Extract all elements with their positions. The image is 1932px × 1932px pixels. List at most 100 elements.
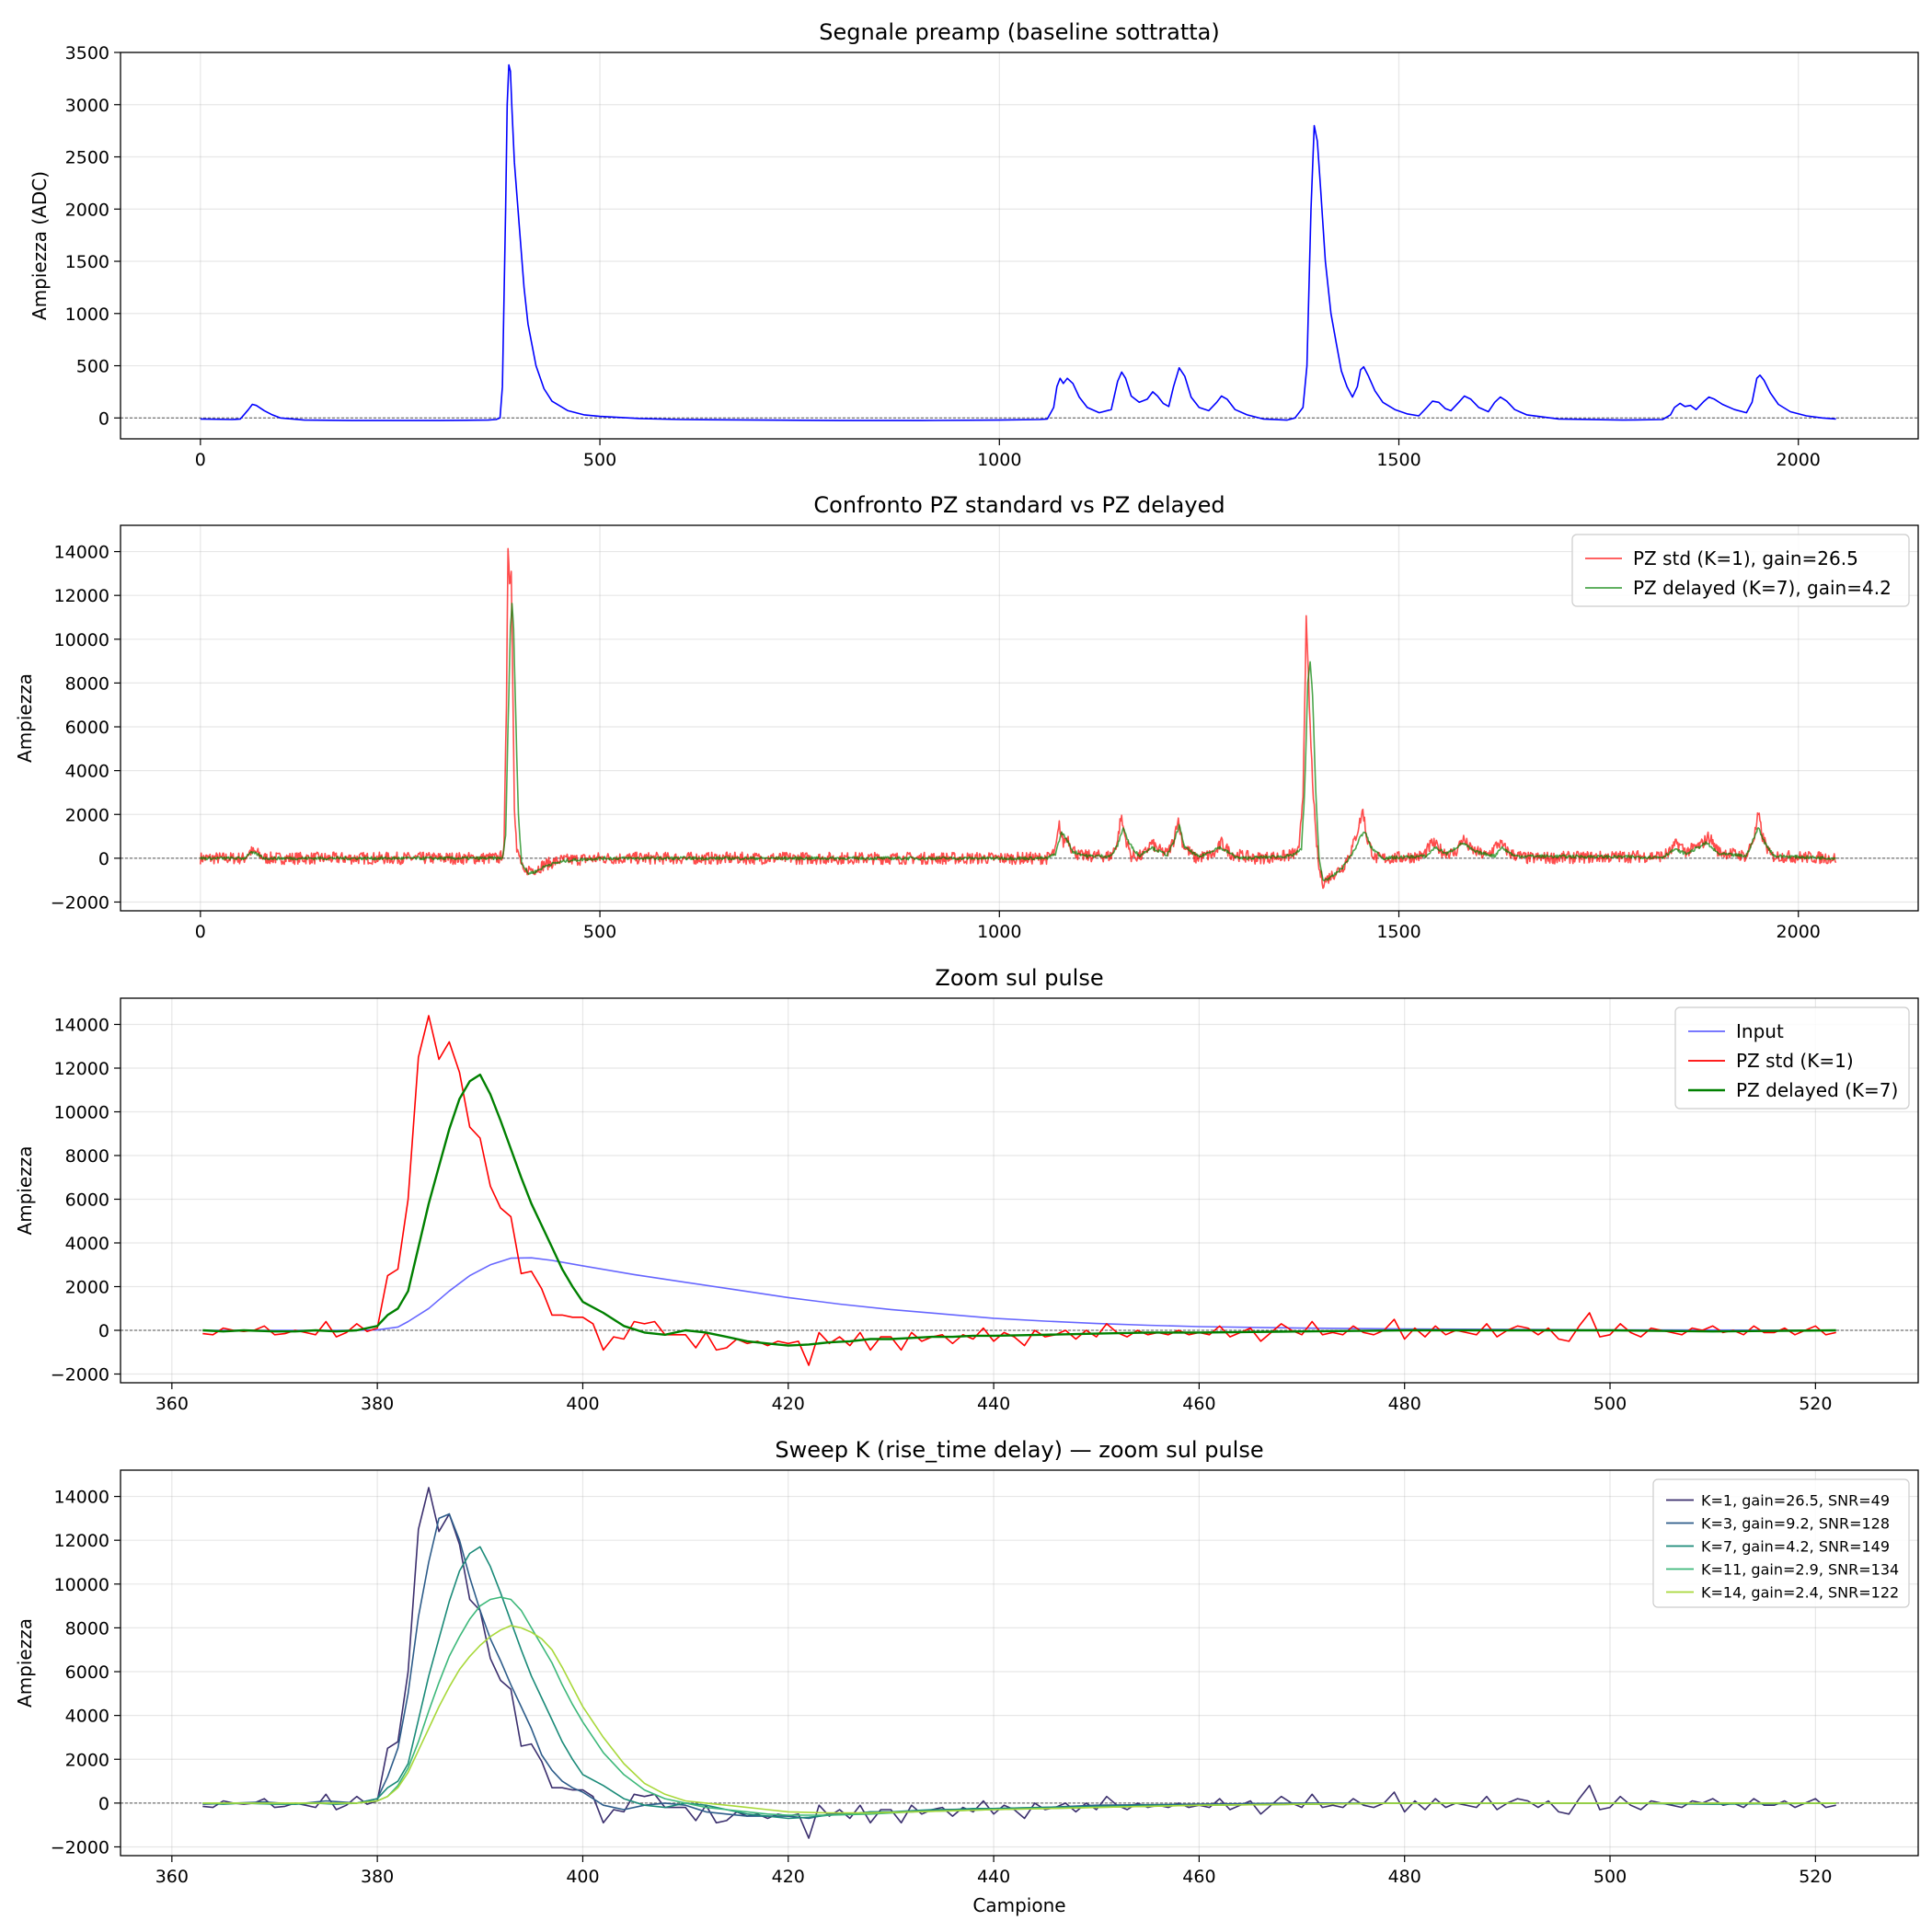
y-tick-label: 6000 xyxy=(65,718,109,738)
x-tick-label: 500 xyxy=(583,450,616,470)
x-tick-label: 400 xyxy=(566,1394,599,1414)
y-tick-label: 14000 xyxy=(54,1488,109,1508)
y-tick-label: 3500 xyxy=(65,43,109,63)
legend-label: K=3, gain=9.2, SNR=128 xyxy=(1701,1515,1890,1533)
plot-area xyxy=(200,547,1837,890)
axes-frame xyxy=(120,997,1919,1384)
x-tick-label: 400 xyxy=(566,1867,599,1887)
y-tick-label: 1000 xyxy=(65,305,109,325)
chart-title: Segnale preamp (baseline sottratta) xyxy=(819,19,1220,45)
x-axis-label: Campione xyxy=(972,1894,1065,1916)
legend-label: PZ delayed (K=7), gain=4.2 xyxy=(1633,577,1892,599)
x-tick-label: 2000 xyxy=(1777,922,1821,942)
y-tick-label: 4000 xyxy=(65,1234,109,1254)
y-tick-label: 14000 xyxy=(54,1016,109,1036)
legend: Input PZ std (K=1) PZ delayed (K=7) xyxy=(1674,1006,1910,1110)
y-tick-label: 2000 xyxy=(65,1750,109,1770)
x-tick-label: 0 xyxy=(195,450,206,470)
x-tick-label: 420 xyxy=(772,1394,805,1414)
y-tick-label: 4000 xyxy=(65,1707,109,1727)
y-tick-label: 12000 xyxy=(54,586,109,606)
y-tick-label: 2000 xyxy=(65,805,109,825)
series-line-2 xyxy=(202,1512,1836,1820)
legend-box xyxy=(1571,534,1910,607)
y-tick-label: 0 xyxy=(98,849,109,869)
x-tick-label: 500 xyxy=(583,922,616,942)
x-tick-label: 1000 xyxy=(977,450,1021,470)
legend-label: PZ std (K=1), gain=26.5 xyxy=(1633,547,1858,569)
y-tick-label: 12000 xyxy=(54,1059,109,1079)
x-tick-label: 460 xyxy=(1182,1394,1215,1414)
y-tick-label: 2000 xyxy=(65,200,109,220)
y-tick-label: 6000 xyxy=(65,1190,109,1211)
x-tick-label: 480 xyxy=(1388,1394,1421,1414)
y-tick-label: 4000 xyxy=(65,762,109,782)
legend: PZ std (K=1), gain=26.5 PZ delayed (K=7),… xyxy=(1571,534,1910,607)
y-tick-label: 8000 xyxy=(65,1146,109,1167)
chart-panel-2: 0 500 1000 1500 2000 −2000 0 2000 4000 6000 8000 10… xyxy=(14,492,1919,942)
plot-area xyxy=(202,1015,1836,1366)
y-tick-label: 6000 xyxy=(65,1662,109,1683)
y-tick-label: 8000 xyxy=(65,673,109,694)
legend-label: K=1, gain=26.5, SNR=49 xyxy=(1701,1492,1890,1510)
y-tick-label: 500 xyxy=(76,357,109,377)
x-tick-label: 1500 xyxy=(1376,922,1420,942)
y-tick-label: 2000 xyxy=(65,1278,109,1298)
legend-label: K=14, gain=2.4, SNR=122 xyxy=(1701,1584,1899,1602)
series-line-2 xyxy=(200,603,1836,881)
legend-label: PZ delayed (K=7) xyxy=(1736,1079,1898,1101)
x-tick-label: 1000 xyxy=(977,922,1021,942)
legend-box xyxy=(1674,1006,1910,1110)
y-tick-label: 10000 xyxy=(54,1575,109,1595)
axes-frame xyxy=(120,524,1919,912)
axes-frame xyxy=(120,52,1919,440)
x-tick-label: 500 xyxy=(1593,1867,1627,1887)
x-tick-label: 420 xyxy=(772,1867,805,1887)
chart-panel-4: 360 380 400 420 440 460 480 500 520 −2000 0 2000 400… xyxy=(14,1437,1919,1916)
series-line-1 xyxy=(200,547,1837,890)
y-tick-label: 2500 xyxy=(65,148,109,168)
series-line-5 xyxy=(202,1625,1836,1814)
legend-label: Input xyxy=(1736,1020,1784,1042)
plot-area xyxy=(200,63,1836,421)
x-tick-label: 0 xyxy=(195,922,206,942)
y-tick-label: −2000 xyxy=(51,1837,109,1857)
y-tick-label: 10000 xyxy=(54,1103,109,1123)
legend-label: K=11, gain=2.9, SNR=134 xyxy=(1701,1561,1899,1579)
legend: K=1, gain=26.5, SNR=49 K=3, gain=9.2, SNR… xyxy=(1652,1478,1910,1608)
x-tick-label: 1500 xyxy=(1376,450,1420,470)
chart-title: Sweep K (rise_time delay) — zoom sul pul… xyxy=(775,1437,1263,1463)
plot-area xyxy=(202,1487,1836,1839)
y-tick-label: 14000 xyxy=(54,543,109,563)
y-tick-label: −2000 xyxy=(51,892,109,913)
x-tick-label: 460 xyxy=(1182,1867,1215,1887)
series-line-1 xyxy=(200,63,1836,421)
series-line-4 xyxy=(202,1596,1836,1816)
chart-title: Zoom sul pulse xyxy=(935,965,1103,991)
series-line-3 xyxy=(202,1073,1836,1347)
x-tick-label: 440 xyxy=(977,1394,1010,1414)
x-tick-label: 380 xyxy=(361,1867,394,1887)
x-tick-label: 480 xyxy=(1388,1867,1421,1887)
y-tick-label: 1500 xyxy=(65,252,109,272)
axes-frame xyxy=(120,1469,1919,1857)
x-tick-label: 2000 xyxy=(1777,450,1821,470)
x-tick-label: 360 xyxy=(155,1394,189,1414)
y-axis-label: Ampiezza (ADC) xyxy=(29,171,51,320)
series-line-1 xyxy=(202,1257,1836,1331)
x-tick-label: 520 xyxy=(1799,1867,1832,1887)
y-tick-label: 0 xyxy=(98,1794,109,1814)
legend-label: PZ std (K=1) xyxy=(1736,1050,1854,1072)
y-axis-label: Ampiezza xyxy=(14,1146,36,1236)
x-tick-label: 360 xyxy=(155,1867,189,1887)
y-tick-label: 10000 xyxy=(54,630,109,650)
series-line-3 xyxy=(202,1546,1836,1820)
y-tick-label: 0 xyxy=(98,408,109,429)
chart-title: Confronto PZ standard vs PZ delayed xyxy=(813,492,1225,518)
legend-box xyxy=(1652,1478,1910,1608)
legend-label: K=7, gain=4.2, SNR=149 xyxy=(1701,1538,1890,1556)
y-axis-label: Ampiezza xyxy=(14,1618,36,1708)
x-tick-label: 500 xyxy=(1593,1394,1627,1414)
y-tick-label: −2000 xyxy=(51,1365,109,1386)
